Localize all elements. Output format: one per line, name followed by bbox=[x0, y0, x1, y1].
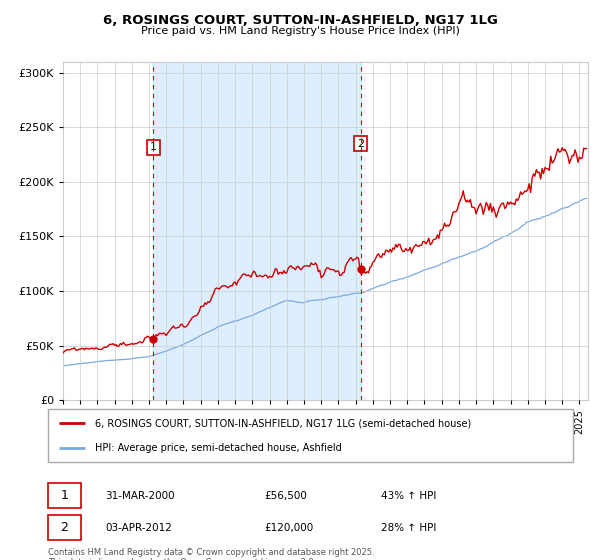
Text: 6, ROSINGS COURT, SUTTON-IN-ASHFIELD, NG17 1LG: 6, ROSINGS COURT, SUTTON-IN-ASHFIELD, NG… bbox=[103, 14, 497, 27]
Text: £56,500: £56,500 bbox=[264, 491, 307, 501]
Text: 1: 1 bbox=[61, 489, 68, 502]
Text: 43% ↑ HPI: 43% ↑ HPI bbox=[381, 491, 436, 501]
Text: 31-MAR-2000: 31-MAR-2000 bbox=[105, 491, 175, 501]
Text: £120,000: £120,000 bbox=[264, 522, 313, 533]
Text: 1: 1 bbox=[150, 142, 157, 152]
FancyBboxPatch shape bbox=[48, 409, 573, 462]
Text: Contains HM Land Registry data © Crown copyright and database right 2025.
This d: Contains HM Land Registry data © Crown c… bbox=[48, 548, 374, 560]
FancyBboxPatch shape bbox=[48, 515, 81, 540]
Text: 2: 2 bbox=[357, 138, 364, 148]
Text: 03-APR-2012: 03-APR-2012 bbox=[105, 522, 172, 533]
Text: 6, ROSINGS COURT, SUTTON-IN-ASHFIELD, NG17 1LG (semi-detached house): 6, ROSINGS COURT, SUTTON-IN-ASHFIELD, NG… bbox=[95, 418, 472, 428]
Text: 28% ↑ HPI: 28% ↑ HPI bbox=[381, 522, 436, 533]
Bar bbox=[154, 62, 361, 400]
Text: 2: 2 bbox=[61, 521, 68, 534]
Text: Price paid vs. HM Land Registry's House Price Index (HPI): Price paid vs. HM Land Registry's House … bbox=[140, 26, 460, 36]
Text: HPI: Average price, semi-detached house, Ashfield: HPI: Average price, semi-detached house,… bbox=[95, 442, 342, 452]
FancyBboxPatch shape bbox=[48, 483, 81, 508]
